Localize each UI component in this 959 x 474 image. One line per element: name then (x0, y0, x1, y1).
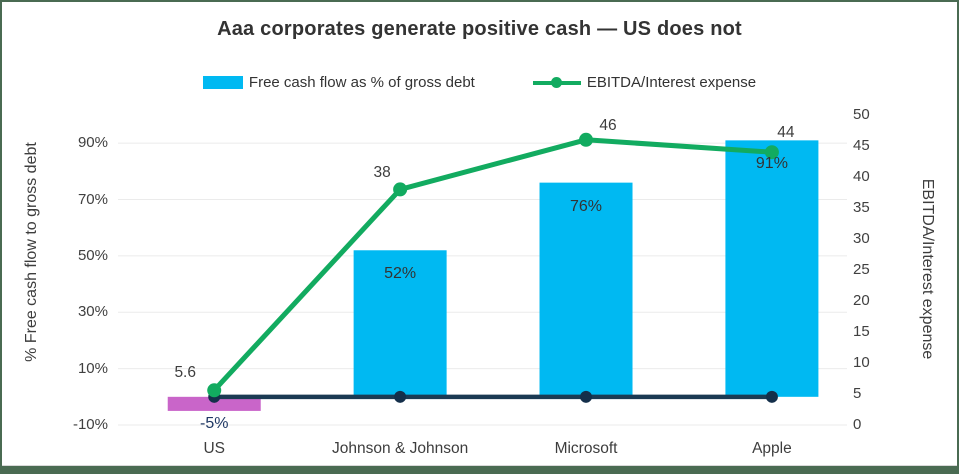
tick-right-20: 20 (853, 292, 870, 309)
bar-value-microsoft: 76% (570, 197, 603, 215)
ebitda-line (212, 137, 773, 392)
tick-right-45: 45 (853, 137, 870, 154)
bar-value-us: -5% (199, 414, 229, 432)
legend-label-ebitda: EBITDA/Interest expense (586, 74, 757, 91)
bottom-divider (2, 465, 957, 466)
tick-right-35: 35 (853, 199, 870, 216)
tick-right-30: 30 (853, 230, 870, 247)
tick-left-90: 90% (77, 134, 108, 152)
legend-label-fcf: Free cash flow as % of gross debt (248, 74, 475, 91)
bar-microsoft (539, 182, 633, 397)
zero-marker-apple (765, 390, 778, 403)
ebitda-marker-microsoft (579, 132, 594, 147)
tick-left-10: 10% (77, 359, 108, 377)
bar-swatch-icon (202, 76, 243, 89)
category-label-microsoft: Microsoft (554, 440, 618, 457)
tick-right-10: 10 (853, 354, 870, 371)
ebitda-marker-johnson-johnson (393, 182, 408, 197)
chart-title: Aaa corporates generate positive cash — … (217, 18, 742, 40)
bar-value-johnson-johnson: 52% (384, 265, 417, 283)
category-label-us: US (203, 440, 225, 457)
bar-us (167, 396, 261, 411)
line-value-johnson-johnson: 38 (373, 164, 391, 182)
right-axis-title: EBITDA/Interest expense (919, 178, 936, 360)
legend-item-ebitda: EBITDA/Interest expense (532, 74, 757, 91)
tick-right-15: 15 (853, 323, 870, 340)
legend: Free cash flow as % of gross debt EBITDA… (2, 74, 957, 91)
ebitda-marker-apple (764, 145, 779, 160)
tick-left-70: 70% (77, 190, 108, 208)
line-value-us: 5.6 (174, 364, 196, 382)
tick-left-50: 50% (77, 246, 108, 264)
tick-right-50: 50 (853, 106, 870, 123)
tick-right-40: 40 (853, 168, 870, 185)
bar-apple (725, 140, 819, 397)
tick-left--10: -10% (72, 416, 108, 433)
ebitda-marker-us (207, 383, 222, 398)
line-value-microsoft: 46 (599, 116, 617, 134)
category-label-apple: Apple (752, 440, 792, 457)
tick-left-30: 30% (77, 303, 108, 321)
zero-marker-microsoft (580, 390, 593, 403)
tick-right-0: 0 (853, 416, 862, 433)
tick-right-25: 25 (853, 261, 870, 278)
tick-right-5: 5 (853, 385, 862, 402)
legend-item-fcf: Free cash flow as % of gross debt (202, 74, 475, 91)
bar-value-apple: 91% (755, 155, 788, 173)
zero-marker-johnson-johnson (394, 390, 407, 403)
line-value-apple: 44 (777, 124, 795, 142)
left-axis-title: % Free cash flow to gross debt (23, 142, 40, 362)
category-label-johnson-johnson: Johnson & Johnson (332, 440, 469, 457)
bar-johnson-johnson (353, 250, 447, 397)
line-swatch-icon (532, 76, 581, 89)
